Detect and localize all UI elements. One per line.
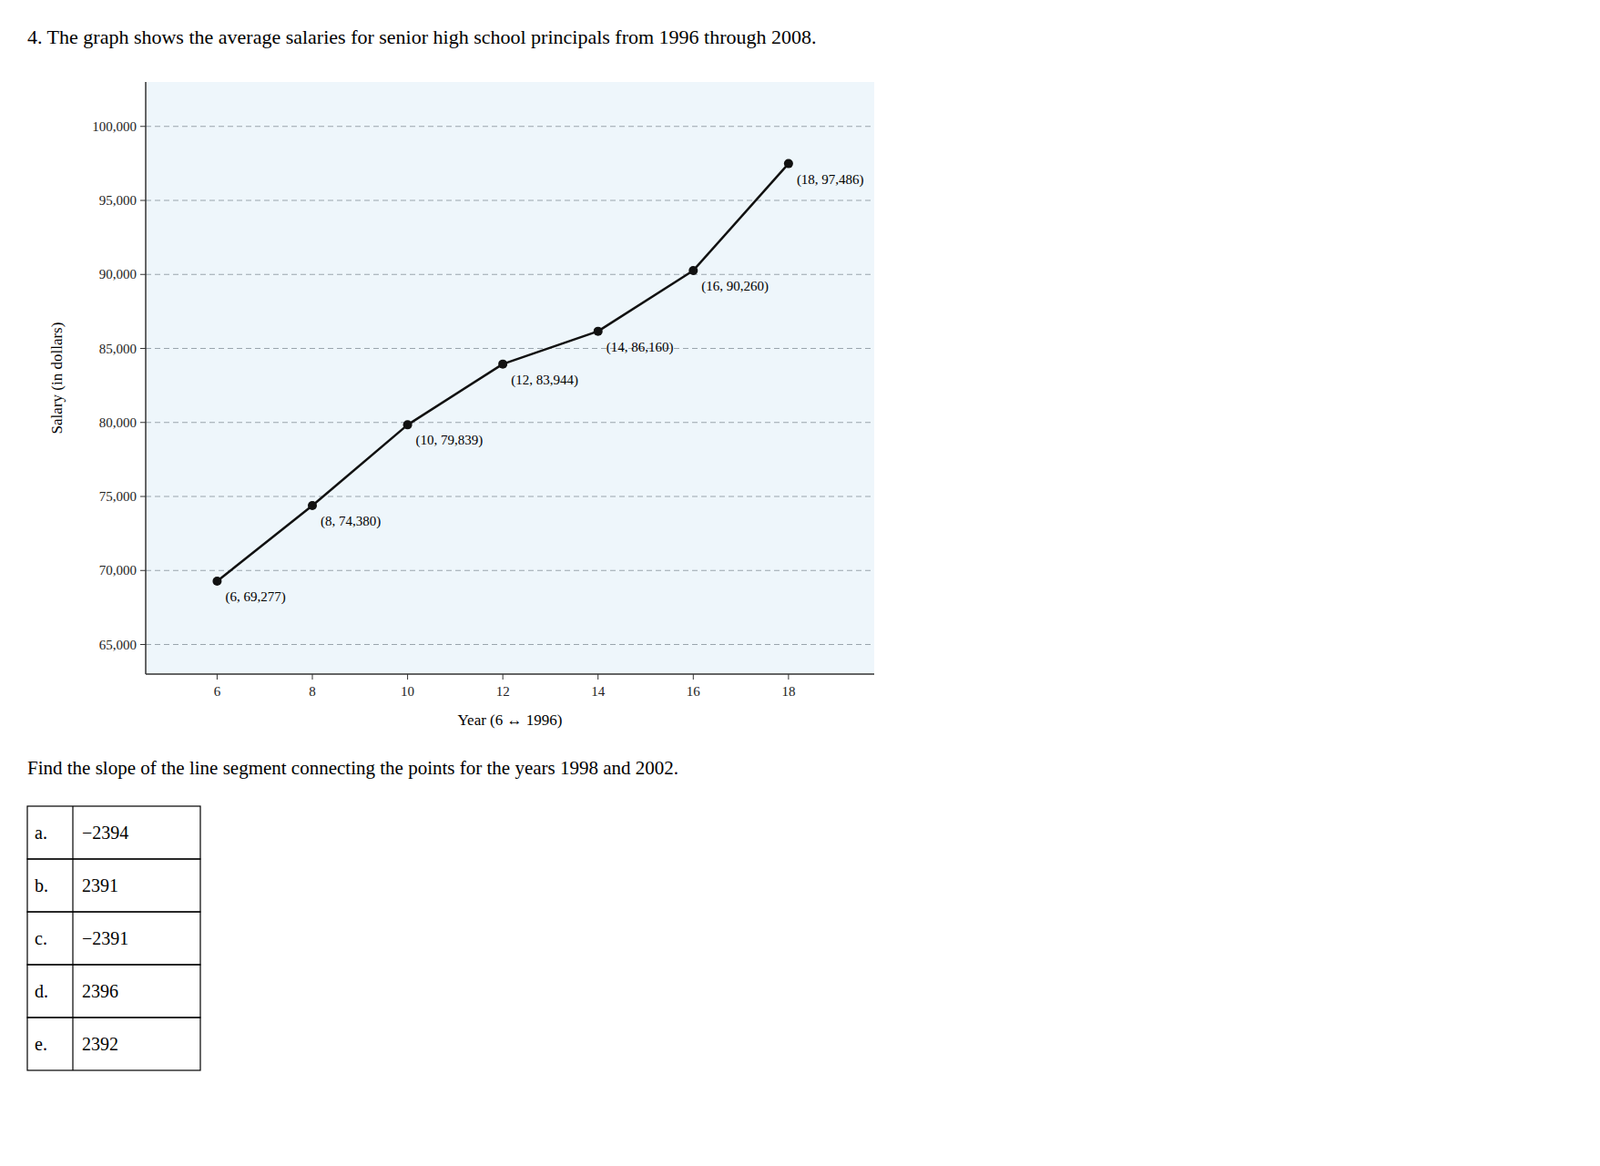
- data-label: (16, 90,260): [701, 278, 769, 295]
- x-tick-label: 12: [496, 683, 510, 699]
- data-label: (14, 86,160): [606, 339, 674, 356]
- y-tick-label: 75,000: [99, 489, 137, 504]
- grid-line: [145, 347, 875, 349]
- y-tick-label: 70,000: [99, 562, 137, 578]
- y-tick: [140, 200, 146, 202]
- grid-line: [145, 643, 875, 645]
- y-tick-label: 80,000: [99, 415, 137, 430]
- y-axis-label: Salary (in dollars): [48, 322, 66, 435]
- y-tick-label: 65,000: [99, 637, 137, 653]
- choice-letter: c.: [34, 927, 48, 948]
- choice-divider: [71, 858, 73, 912]
- x-tick: [216, 673, 218, 680]
- y-axis: [144, 81, 147, 674]
- choice-cell: [27, 1017, 201, 1071]
- grid-line: [145, 274, 875, 276]
- choice-letter: b.: [34, 875, 49, 896]
- choice-cell: [27, 911, 201, 965]
- point: [688, 265, 698, 276]
- choice-cell: [27, 858, 201, 912]
- choice-divider: [71, 1017, 73, 1071]
- title: 4. The graph shows the average salaries …: [27, 25, 817, 49]
- x-tick-label: 6: [214, 683, 222, 699]
- y-tick: [140, 496, 146, 498]
- x-tick: [692, 673, 694, 680]
- choice-divider: [71, 964, 73, 1018]
- choice-letter: a.: [34, 822, 48, 843]
- grid-line: [145, 200, 875, 202]
- y-tick: [140, 125, 146, 127]
- point: [784, 159, 794, 169]
- annotations: Find the slope of the line segment conne…: [27, 756, 679, 1071]
- point: [403, 419, 413, 429]
- choice-letter: d.: [34, 980, 49, 1001]
- y-tick-label: 85,000: [99, 341, 137, 357]
- x-tick: [312, 673, 314, 680]
- point: [307, 500, 317, 510]
- data-label: (18, 97,486): [796, 172, 865, 188]
- line: [216, 163, 788, 581]
- x-axis-label: Year (6 ↔ 1996): [458, 711, 563, 729]
- choice-value: 2391: [81, 875, 119, 896]
- y-tick-label: 95,000: [99, 193, 137, 208]
- choice-value: −2394: [81, 822, 129, 843]
- point: [498, 359, 508, 369]
- choice-letter: e.: [34, 1033, 48, 1054]
- chart: 65,000 70,000 75,000 80,000 85,000 90,000 95,0…: [48, 81, 875, 729]
- y-tick-label: 90,000: [99, 266, 137, 282]
- x-tick: [597, 673, 599, 680]
- point: [212, 576, 222, 586]
- y-tick: [140, 347, 146, 349]
- x-tick-label: 10: [400, 683, 415, 699]
- point: [593, 326, 603, 337]
- choice-value: 2396: [81, 980, 119, 1001]
- x-tick: [407, 673, 408, 680]
- x-tick: [502, 673, 504, 680]
- choice-value: −2391: [81, 927, 129, 948]
- grid-line: [145, 125, 875, 127]
- choice-value: 2392: [81, 1033, 119, 1054]
- x-tick-label: 16: [686, 683, 702, 699]
- y-tick: [140, 643, 146, 645]
- page: 4. The graph shows the average salaries …: [0, 0, 1600, 1166]
- x-tick: [787, 673, 789, 680]
- choice-divider: [71, 911, 73, 965]
- background: [0, 0, 1600, 1166]
- choice-cell: [27, 964, 201, 1018]
- question-text: Find the slope of the line segment conne…: [27, 756, 679, 779]
- data-label: (8, 74,380): [320, 513, 381, 530]
- data-label: (10, 79,839): [416, 432, 484, 449]
- x-tick-label: 18: [781, 683, 795, 699]
- x-tick-label: 14: [591, 683, 606, 699]
- grid-line: [145, 421, 875, 423]
- y-tick-label: 100,000: [91, 119, 137, 134]
- data-label: (6, 69,277): [224, 589, 286, 605]
- y-tick: [140, 274, 146, 276]
- data-label: (12, 83,944): [510, 372, 579, 388]
- grid-line: [145, 570, 875, 571]
- plot-area: [145, 81, 875, 674]
- choice-cell: [27, 805, 201, 859]
- y-tick: [140, 570, 146, 571]
- x-tick-label: 8: [308, 683, 316, 699]
- x-axis: [145, 672, 875, 675]
- choice-divider: [71, 805, 73, 859]
- grid-line: [145, 496, 875, 498]
- y-tick: [140, 421, 146, 423]
- data-group: [212, 159, 793, 586]
